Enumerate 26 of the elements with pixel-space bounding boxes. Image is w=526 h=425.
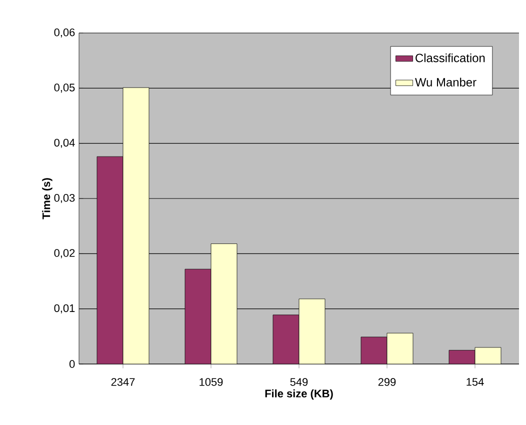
legend-label: Wu Manber (415, 78, 476, 86)
bar (386, 332, 414, 364)
y-tick-label: 0,03 (54, 194, 75, 204)
y-tick-label: 0,02 (54, 249, 75, 258)
bar (122, 87, 150, 364)
y-tick-label: 0,05 (54, 84, 75, 93)
y-tick-label: 0,06 (54, 28, 75, 38)
x-tick-label: 2347 (111, 378, 135, 386)
bar (272, 314, 300, 364)
y-tick-label: 0,01 (54, 304, 75, 314)
bar (184, 268, 212, 364)
legend-label: Classification (416, 53, 485, 62)
x-tick-label: 549 (290, 378, 308, 386)
x-tick-label: 1059 (200, 378, 223, 386)
bar (210, 244, 238, 364)
x-tick-label: 299 (378, 378, 396, 386)
bar (96, 156, 124, 364)
y-axis-title: Time (s) (42, 178, 52, 220)
bar (360, 336, 388, 364)
y-tick-label: 0,04 (54, 138, 75, 148)
bar (448, 350, 476, 364)
x-axis-title: File size (KB) (265, 389, 333, 400)
y-tick-label: 0 (69, 360, 75, 368)
bar (474, 347, 502, 364)
x-tick-label: 154 (466, 378, 484, 386)
bar (298, 298, 326, 364)
